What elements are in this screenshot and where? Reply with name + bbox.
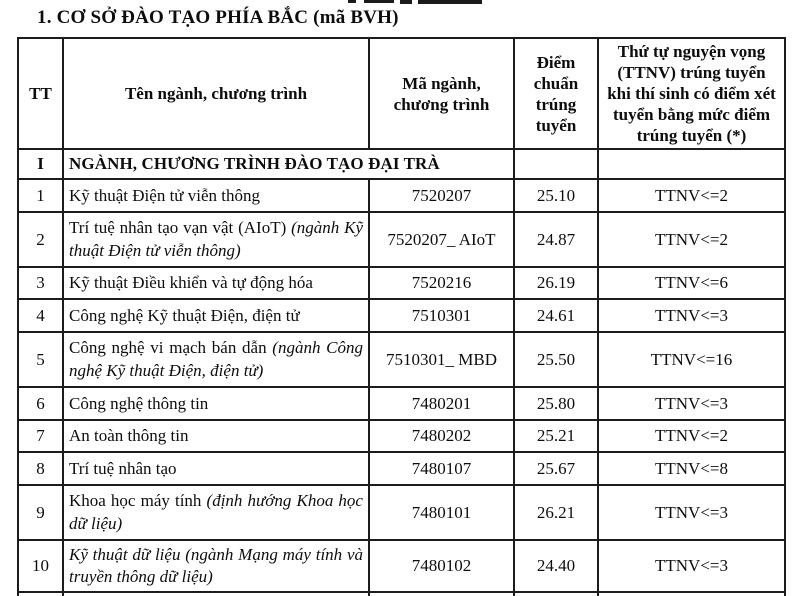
cell-name: Trí tuệ nhân tạo bbox=[62, 451, 370, 487]
cell-tt: 5 bbox=[17, 331, 64, 389]
cell-code: 7520207 bbox=[368, 178, 515, 214]
table-row: 10 Kỹ thuật dữ liệu (ngành Mạng máy tính… bbox=[17, 539, 786, 594]
cell-name: Kỹ thuật dữ liệu (ngành Mạng máy tính và… bbox=[62, 539, 370, 594]
header-tt: TT bbox=[17, 36, 64, 151]
cell-score: 26.21 bbox=[513, 484, 599, 542]
name-italic: (ngành Kỹ thuật Điện tử viễn thông) bbox=[69, 218, 363, 260]
header-name: Tên ngành, chương trình bbox=[62, 36, 370, 151]
cell-ttnv: TTNV<=2 bbox=[597, 211, 786, 269]
name-regular: An toàn thông tin bbox=[69, 426, 189, 446]
cell-ttnv: TTNV<=3 bbox=[597, 484, 786, 542]
cell-code: 7480202 bbox=[368, 419, 515, 454]
cell-name: Khoa học máy tính (định hướng Khoa học d… bbox=[62, 484, 370, 542]
table-row: 4 Công nghệ Kỹ thuật Điện, điện tử 75103… bbox=[17, 298, 786, 334]
cell-score: 25.50 bbox=[513, 331, 599, 389]
cell-score: 26.19 bbox=[513, 266, 599, 301]
cell-score: 25.21 bbox=[513, 419, 599, 454]
name-regular: Trí tuệ nhân tạo vạn vật (AIoT) bbox=[69, 218, 292, 238]
name-regular: Kỹ thuật Điều khiển và tự động hóa bbox=[69, 273, 313, 293]
cell-ttnv: TTNV<=3 bbox=[597, 386, 786, 422]
section-row: I NGÀNH, CHƯƠNG TRÌNH ĐÀO TẠO ĐẠI TRÀ bbox=[17, 148, 786, 181]
name-italic: (định hướng Khoa học dữ liệu) bbox=[69, 491, 363, 533]
cell-name: Công nghệ Kỹ thuật Điện, điện tử bbox=[62, 298, 370, 334]
name-regular: Kỹ thuật Điện tử viễn thông bbox=[69, 185, 260, 205]
cell-score: 25.80 bbox=[513, 386, 599, 422]
cell-score: 24.40 bbox=[513, 539, 599, 594]
cell-tt: 6 bbox=[17, 386, 64, 422]
section-empty-ttnv bbox=[597, 148, 786, 181]
header-ttnv: Thứ tự nguyện vọng (TTNV) trúng tuyển kh… bbox=[597, 36, 786, 151]
section-title: NGÀNH, CHƯƠNG TRÌNH ĐÀO TẠO ĐẠI TRÀ bbox=[62, 148, 515, 181]
table-row: 8 Trí tuệ nhân tạo 7480107 25.67 TTNV<=8 bbox=[17, 451, 786, 487]
cell-tt: 2 bbox=[17, 211, 64, 269]
cell-code: 7520216 bbox=[368, 266, 515, 301]
cell-ttnv: TTNV<=8 bbox=[597, 451, 786, 487]
cell-tt: 4 bbox=[17, 298, 64, 334]
table-row: 7 An toàn thông tin 7480202 25.21 TTNV<=… bbox=[17, 419, 786, 454]
cell-tt: 8 bbox=[17, 451, 64, 487]
cell-tt: 7 bbox=[17, 419, 64, 454]
cell-ttnv: TTNV<=16 bbox=[597, 331, 786, 389]
cell-ttnv: TTNV<=2 bbox=[597, 419, 786, 454]
cell-code: 7510301 bbox=[368, 298, 515, 334]
cell-ttnv: TTNV<=6 bbox=[597, 266, 786, 301]
cell-code: 7480102 bbox=[368, 539, 515, 594]
cell-score: 24.87 bbox=[513, 211, 599, 269]
cell-tt: 10 bbox=[17, 539, 64, 594]
header-row: TT Tên ngành, chương trình Mã ngành, chư… bbox=[17, 36, 786, 151]
table-row: 6 Công nghệ thông tin 7480201 25.80 TTNV… bbox=[17, 386, 786, 422]
cell-name: Công nghệ thông tin bbox=[62, 386, 370, 422]
name-regular: Khoa học máy tính bbox=[69, 491, 207, 511]
cell-ttnv: TTNV<=2 bbox=[597, 178, 786, 214]
header-score: Điểm chuẩn trúng tuyển bbox=[513, 36, 599, 151]
cell-tt: 9 bbox=[17, 484, 64, 542]
cell-ttnv: TTNV<=3 bbox=[597, 539, 786, 594]
admission-scores-table: TT Tên ngành, chương trình Mã ngành, chư… bbox=[17, 36, 786, 596]
cell-code: 7480107 bbox=[368, 451, 515, 487]
table-row: 2 Trí tuệ nhân tạo vạn vật (AIoT) (ngành… bbox=[17, 211, 786, 269]
table-row: 1 Kỹ thuật Điện tử viễn thông 7520207 25… bbox=[17, 178, 786, 214]
section-empty-score bbox=[513, 148, 599, 181]
name-regular: Công nghệ Kỹ thuật Điện, điện tử bbox=[69, 305, 300, 325]
table-row: 5 Công nghệ vi mạch bán dẫn (ngành Công … bbox=[17, 331, 786, 389]
name-regular: Trí tuệ nhân tạo bbox=[69, 458, 177, 478]
cell-code: 7480201 bbox=[368, 386, 515, 422]
name-regular: Công nghệ thông tin bbox=[69, 393, 209, 413]
section-tt: I bbox=[17, 148, 64, 181]
table-row: 9 Khoa học máy tính (định hướng Khoa học… bbox=[17, 484, 786, 542]
cell-code: 7520207_ AIoT bbox=[368, 211, 515, 269]
table-row: 3 Kỹ thuật Điều khiển và tự động hóa 752… bbox=[17, 266, 786, 301]
cell-name: An toàn thông tin bbox=[62, 419, 370, 454]
cell-code: 7480101 bbox=[368, 484, 515, 542]
cell-score: 25.10 bbox=[513, 178, 599, 214]
cell-tt: 3 bbox=[17, 266, 64, 301]
page-title: 1. CƠ SỞ ĐÀO TẠO PHÍA BẮC (mã BVH) bbox=[37, 7, 399, 28]
cell-name: Kỹ thuật Điều khiển và tự động hóa bbox=[62, 266, 370, 301]
cell-name: Trí tuệ nhân tạo vạn vật (AIoT) (ngành K… bbox=[62, 211, 370, 269]
cell-tt: 1 bbox=[17, 178, 64, 214]
cell-name: Kỹ thuật Điện tử viễn thông bbox=[62, 178, 370, 214]
cell-name: Công nghệ vi mạch bán dẫn (ngành Công ng… bbox=[62, 331, 370, 389]
header-code: Mã ngành, chương trình bbox=[368, 36, 515, 151]
cell-code: 7510301_ MBD bbox=[368, 331, 515, 389]
name-regular: Công nghệ vi mạch bán dẫn bbox=[69, 338, 273, 358]
partial-row-cutoff bbox=[17, 591, 786, 596]
cell-ttnv: TTNV<=3 bbox=[597, 298, 786, 334]
name-italic: (ngành Công nghệ Kỹ thuật Điện, điện tử) bbox=[69, 338, 364, 380]
name-italic: Kỹ thuật dữ liệu (ngành Mạng máy tính và… bbox=[69, 544, 363, 587]
cell-score: 24.61 bbox=[513, 298, 599, 334]
cell-score: 25.67 bbox=[513, 451, 599, 487]
